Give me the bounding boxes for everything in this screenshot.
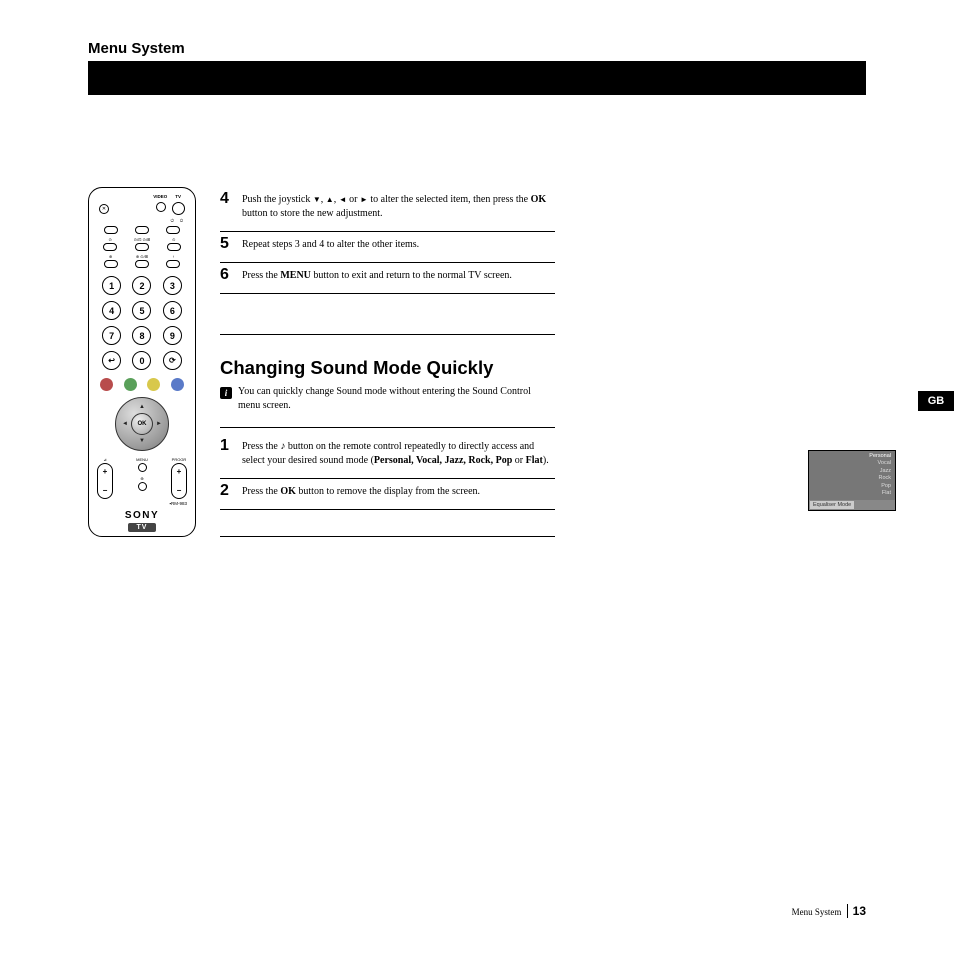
func-btn-3 bbox=[166, 226, 180, 234]
num-6: 6 bbox=[163, 301, 182, 320]
step-body: Repeat steps 3 and 4 to alter the other … bbox=[242, 236, 419, 252]
step-num: 5 bbox=[220, 236, 234, 252]
eq-item: Personal bbox=[813, 453, 891, 460]
numpad: 1 2 3 4 5 6 7 8 9 ↩ 0 ⟳ bbox=[95, 272, 189, 374]
instructions-column: 4 Push the joystick ▼, ▲, ◄ or ► to alte… bbox=[220, 187, 555, 537]
footer-section: Menu System bbox=[792, 907, 842, 917]
num-1: 1 bbox=[102, 276, 121, 295]
func-btn-7 bbox=[104, 260, 118, 268]
tv-select bbox=[172, 202, 185, 215]
remote-control-diagram: VIDEO TV ✕ ⏻ ⏻ ⊙ ⊙/⊡ ⊙/⊞ ⊙ ⊕ ⊕ ⊙/⊞ ↑ bbox=[88, 187, 196, 537]
section-header: Menu System bbox=[88, 40, 866, 57]
progr-label: PROGR bbox=[172, 457, 187, 462]
color-buttons bbox=[95, 378, 189, 391]
power-label-2: ⏻ bbox=[180, 218, 183, 223]
mute-button: ✕ bbox=[99, 204, 109, 214]
eq-item: Flat bbox=[813, 490, 891, 497]
num-back: ↩ bbox=[102, 351, 121, 370]
step-4: 4 Push the joystick ▼, ▲, ◄ or ► to alte… bbox=[220, 187, 555, 232]
func-btn-8 bbox=[135, 260, 149, 268]
eq-item: Jazz bbox=[813, 468, 891, 475]
step-2: 2 Press the OK button to remove the disp… bbox=[220, 479, 555, 510]
eq-item: Rock bbox=[813, 475, 891, 482]
joystick: ▲ ▼ ◄ ► OK bbox=[95, 393, 189, 455]
right-column: GB Personal Vocal Jazz Rock Pop Flat Equ… bbox=[579, 187, 866, 537]
divider bbox=[220, 536, 555, 537]
divider bbox=[220, 334, 555, 335]
step-num: 1 bbox=[220, 438, 234, 454]
eq-label: Equaliser Mode bbox=[809, 500, 855, 510]
eq-item: Vocal bbox=[813, 460, 891, 467]
num-3: 3 bbox=[163, 276, 182, 295]
video-label: VIDEO bbox=[153, 194, 167, 199]
step-body: Press the OK button to remove the displa… bbox=[242, 483, 480, 499]
sub-heading: Changing Sound Mode Quickly bbox=[220, 357, 555, 379]
step-body: Press the MENU button to exit and return… bbox=[242, 267, 512, 283]
num-9: 9 bbox=[163, 326, 182, 345]
red-button bbox=[100, 378, 113, 391]
ok-button: OK bbox=[131, 413, 153, 435]
info-icon: i bbox=[220, 387, 232, 399]
func-btn-9 bbox=[166, 260, 180, 268]
step-6: 6 Press the MENU button to exit and retu… bbox=[220, 263, 555, 294]
green-button bbox=[124, 378, 137, 391]
step-num: 6 bbox=[220, 267, 234, 283]
num-0: 0 bbox=[132, 351, 151, 370]
func-btn-4 bbox=[103, 243, 117, 251]
func-btn-5 bbox=[135, 243, 149, 251]
step-body: Press the ♪ button on the remote control… bbox=[242, 438, 555, 468]
step-num: 2 bbox=[220, 483, 234, 499]
menu-button bbox=[138, 463, 147, 472]
tv-badge: TV bbox=[128, 523, 156, 532]
eq-item: Pop bbox=[813, 483, 891, 490]
joy-right-icon: ► bbox=[156, 421, 162, 427]
step-1: 1 Press the ♪ button on the remote contr… bbox=[220, 434, 555, 479]
model-label: ▪RM-983 bbox=[95, 501, 189, 506]
num-7: 7 bbox=[102, 326, 121, 345]
video-select bbox=[156, 202, 166, 212]
func-btn-6 bbox=[167, 243, 181, 251]
menu-label: MENU bbox=[136, 457, 148, 462]
aux-button bbox=[138, 482, 147, 491]
page-number: 13 bbox=[847, 904, 866, 918]
step-body: Push the joystick ▼, ▲, ◄ or ► to alter … bbox=[242, 191, 555, 221]
eq-list: Personal Vocal Jazz Rock Pop Flat bbox=[809, 451, 895, 500]
num-8: 8 bbox=[132, 326, 151, 345]
eq-strip bbox=[855, 500, 895, 510]
content-row: VIDEO TV ✕ ⏻ ⏻ ⊙ ⊙/⊡ ⊙/⊞ ⊙ ⊕ ⊕ ⊙/⊞ ↑ bbox=[88, 187, 866, 537]
joy-left-icon: ◄ bbox=[122, 421, 128, 427]
num-cycle: ⟳ bbox=[163, 351, 182, 370]
program-rocker: +− bbox=[171, 463, 187, 499]
volume-rocker: +− bbox=[97, 463, 113, 499]
info-text: You can quickly change Sound mode withou… bbox=[238, 385, 555, 413]
equaliser-menu: Personal Vocal Jazz Rock Pop Flat Equali… bbox=[808, 450, 896, 511]
info-row: i You can quickly change Sound mode with… bbox=[220, 385, 555, 428]
header-black-bar bbox=[88, 61, 866, 95]
func-btn-2 bbox=[135, 226, 149, 234]
num-2: 2 bbox=[132, 276, 151, 295]
tv-label: TV bbox=[175, 194, 181, 199]
brand-logo: SONY bbox=[95, 510, 189, 521]
step-5: 5 Repeat steps 3 and 4 to alter the othe… bbox=[220, 232, 555, 263]
language-tab: GB bbox=[918, 391, 954, 411]
footer: Menu System 13 bbox=[792, 904, 866, 918]
power-label-1: ⏻ bbox=[171, 218, 174, 223]
joy-up-icon: ▲ bbox=[139, 404, 145, 410]
num-5: 5 bbox=[132, 301, 151, 320]
num-4: 4 bbox=[102, 301, 121, 320]
step-num: 4 bbox=[220, 191, 234, 207]
blue-button bbox=[171, 378, 184, 391]
joy-down-icon: ▼ bbox=[139, 438, 145, 444]
yellow-button bbox=[147, 378, 160, 391]
vol-label: ⊿ bbox=[103, 457, 106, 462]
func-btn-1 bbox=[104, 226, 118, 234]
